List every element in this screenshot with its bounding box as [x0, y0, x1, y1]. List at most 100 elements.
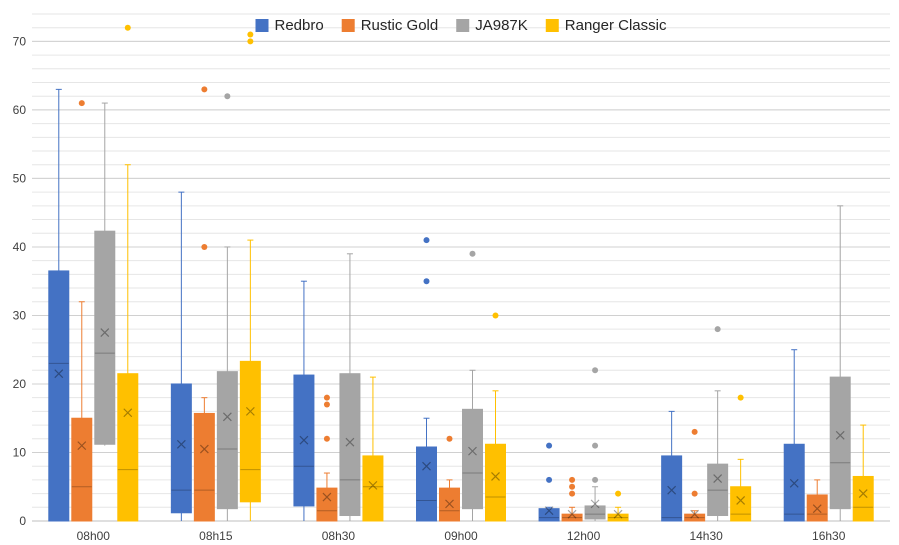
outlier-point: [423, 237, 430, 244]
y-tick-label: 50: [13, 171, 27, 185]
gridlines: [32, 13, 890, 522]
box-ranger-classic: [239, 31, 261, 521]
legend-label: JA987K: [475, 17, 528, 34]
mean-marker: [422, 461, 431, 471]
outlier-point: [569, 483, 576, 490]
box-iqr: [316, 487, 338, 522]
mean-marker: [445, 499, 454, 509]
box-iqr: [293, 374, 315, 507]
outlier-point: [546, 476, 553, 483]
box-ja987k: [829, 205, 851, 521]
mean-marker: [491, 472, 500, 481]
legend-label: Redbro: [275, 17, 324, 34]
outlier-point: [201, 243, 208, 250]
outlier-point: [323, 401, 330, 408]
outlier-point: [492, 312, 499, 319]
legend-item-ranger-classic: Ranger Classic: [545, 17, 667, 34]
outlier-point: [714, 326, 721, 333]
mean-marker: [812, 504, 822, 514]
box-iqr: [538, 508, 560, 522]
x-tick-label: 09h00: [444, 529, 478, 543]
x-tick-label: 08h15: [199, 529, 233, 543]
y-tick-label: 30: [13, 308, 27, 322]
outlier-point: [323, 394, 330, 401]
box-rustic-gold: [684, 428, 706, 522]
box-iqr: [71, 417, 93, 522]
legend-label: Ranger Classic: [565, 17, 667, 34]
x-axis: 08h00 08h15 08h30 09h00 12h00 14h30 16h30: [32, 520, 890, 543]
box-iqr: [48, 270, 70, 522]
box-rustic-gold: [71, 100, 93, 522]
x-tick-label: 16h30: [812, 529, 846, 543]
box-rustic-gold: [193, 86, 215, 522]
outlier-point: [469, 250, 476, 257]
mean-marker: [667, 485, 677, 495]
box-iqr: [584, 505, 606, 520]
box-ranger-classic: [485, 312, 506, 522]
outlier-point: [592, 442, 599, 449]
legend-item-ja987k: JA987K: [456, 17, 528, 34]
box-iqr: [661, 455, 683, 522]
box-ja987k: [707, 326, 729, 521]
box-iqr: [707, 463, 729, 517]
outlier-point: [546, 442, 553, 449]
box-ja987k: [584, 367, 606, 521]
mean-marker: [176, 439, 186, 449]
mean-marker: [245, 406, 255, 416]
box-iqr: [439, 487, 460, 522]
mean-marker: [713, 474, 723, 483]
mean-marker: [835, 430, 845, 440]
y-tick-label: 20: [13, 377, 27, 391]
y-tick-label: 40: [13, 240, 27, 254]
box-redbro: [293, 280, 315, 521]
x-tick-label: 08h30: [322, 529, 356, 543]
box-iqr: [362, 455, 384, 522]
y-tick-label: 10: [13, 445, 27, 459]
outlier-point: [201, 86, 208, 93]
legend-item-rustic-gold: Rustic Gold: [341, 17, 439, 34]
mean-marker: [368, 480, 378, 490]
y-tick-label: 70: [13, 34, 27, 48]
x-tick-label: 12h00: [567, 529, 601, 543]
box-iqr: [462, 408, 483, 510]
box-iqr: [170, 383, 192, 514]
mean-marker: [736, 496, 746, 505]
mean-marker: [54, 369, 64, 379]
outlier-point: [615, 490, 622, 497]
outlier-point: [569, 476, 576, 483]
box-ja987k: [216, 93, 238, 521]
box-ranger-classic: [852, 424, 874, 522]
mean-marker: [858, 489, 868, 499]
mean-marker: [199, 444, 209, 454]
legend-swatch: [456, 19, 470, 32]
box-ranger-classic: [362, 376, 384, 522]
box-ranger-classic: [607, 490, 629, 522]
box-iqr: [783, 443, 805, 522]
x-tick-label: 08h00: [77, 529, 111, 543]
outlier-point: [691, 428, 698, 435]
outlier-point: [224, 93, 231, 100]
legend: Redbro Rustic Gold JA987K Ranger Classic: [255, 17, 667, 34]
mean-marker: [100, 328, 110, 338]
outlier-point: [592, 476, 599, 483]
mean-marker: [613, 509, 623, 519]
legend-swatch: [255, 19, 269, 32]
box-iqr: [829, 376, 851, 510]
y-axis: 0 10 20 30 40 50 60 70: [13, 34, 27, 528]
box-ja987k: [94, 102, 116, 446]
y-tick-label: 0: [19, 514, 26, 528]
legend-swatch: [545, 19, 559, 32]
box-iqr: [852, 475, 874, 522]
box-redbro: [48, 88, 70, 522]
mean-marker: [789, 478, 799, 488]
legend-label: Rustic Gold: [361, 17, 439, 34]
mean-marker: [345, 437, 355, 447]
box-iqr: [239, 360, 261, 503]
mean-marker: [77, 441, 87, 451]
box-iqr: [806, 494, 828, 522]
box-iqr: [416, 446, 437, 522]
box-ja987k: [462, 250, 483, 521]
mean-marker: [590, 499, 600, 509]
outlier-point: [569, 490, 576, 497]
